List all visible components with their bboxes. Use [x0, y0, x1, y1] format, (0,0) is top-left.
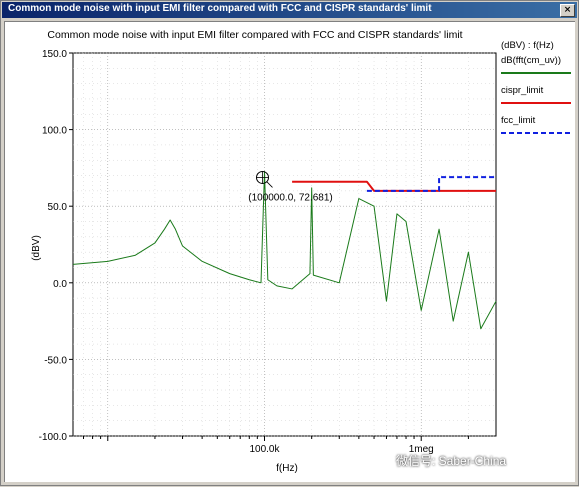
marker-readout: (100000.0, 72.681) — [248, 192, 333, 203]
chart-title: Common mode noise with input EMI filter … — [47, 29, 462, 41]
x-axis-label: f(Hz) — [276, 463, 298, 474]
legend-label: fcc_limit — [501, 115, 536, 126]
x-axis-ticks: 100.0k 1meg — [82, 436, 469, 455]
legend[interactable]: (dBV) : f(Hz) dB(fft(cm_uv)) cispr_limitf… — [501, 40, 571, 134]
x-tick-label: 100.0k — [249, 444, 280, 455]
marker-leader — [266, 181, 273, 188]
y-axis-ticks: 150.0 100.0 50.0 0.0 -50.0 -100.0 — [39, 49, 73, 443]
plot-area — [72, 52, 497, 437]
annotation-layer: (100000.0, 72.681) — [248, 170, 333, 203]
window-title: Common mode noise with input EMI filter … — [8, 3, 432, 14]
close-button[interactable]: × — [560, 4, 575, 17]
series-line-db-fft-cm-uv — [72, 170, 497, 330]
legend-header: (dBV) : f(Hz) — [501, 40, 554, 51]
x-tick-label: 1meg — [409, 444, 434, 455]
y-tick-label: 50.0 — [48, 202, 68, 213]
series-layer — [72, 170, 497, 330]
y-tick-label: -50.0 — [44, 355, 67, 366]
y-tick-label: 150.0 — [42, 49, 67, 60]
y-tick-label: 100.0 — [42, 126, 67, 137]
plot-panel: Common mode noise with input EMI filter … — [4, 21, 575, 482]
y-tick-label: 0.0 — [53, 279, 67, 290]
chart-svg: Common mode noise with input EMI filter … — [31, 29, 571, 474]
y-axis-label: (dBV) — [31, 235, 42, 261]
legend-label: dB(fft(cm_uv)) — [501, 55, 561, 66]
y-tick-label: -100.0 — [39, 432, 68, 443]
watermark: 微信号: Saber-China — [396, 454, 507, 468]
series-line-fcc-limit — [366, 176, 496, 192]
window-titlebar: Common mode noise with input EMI filter … — [2, 2, 577, 18]
legend-label: cispr_limit — [501, 85, 544, 96]
